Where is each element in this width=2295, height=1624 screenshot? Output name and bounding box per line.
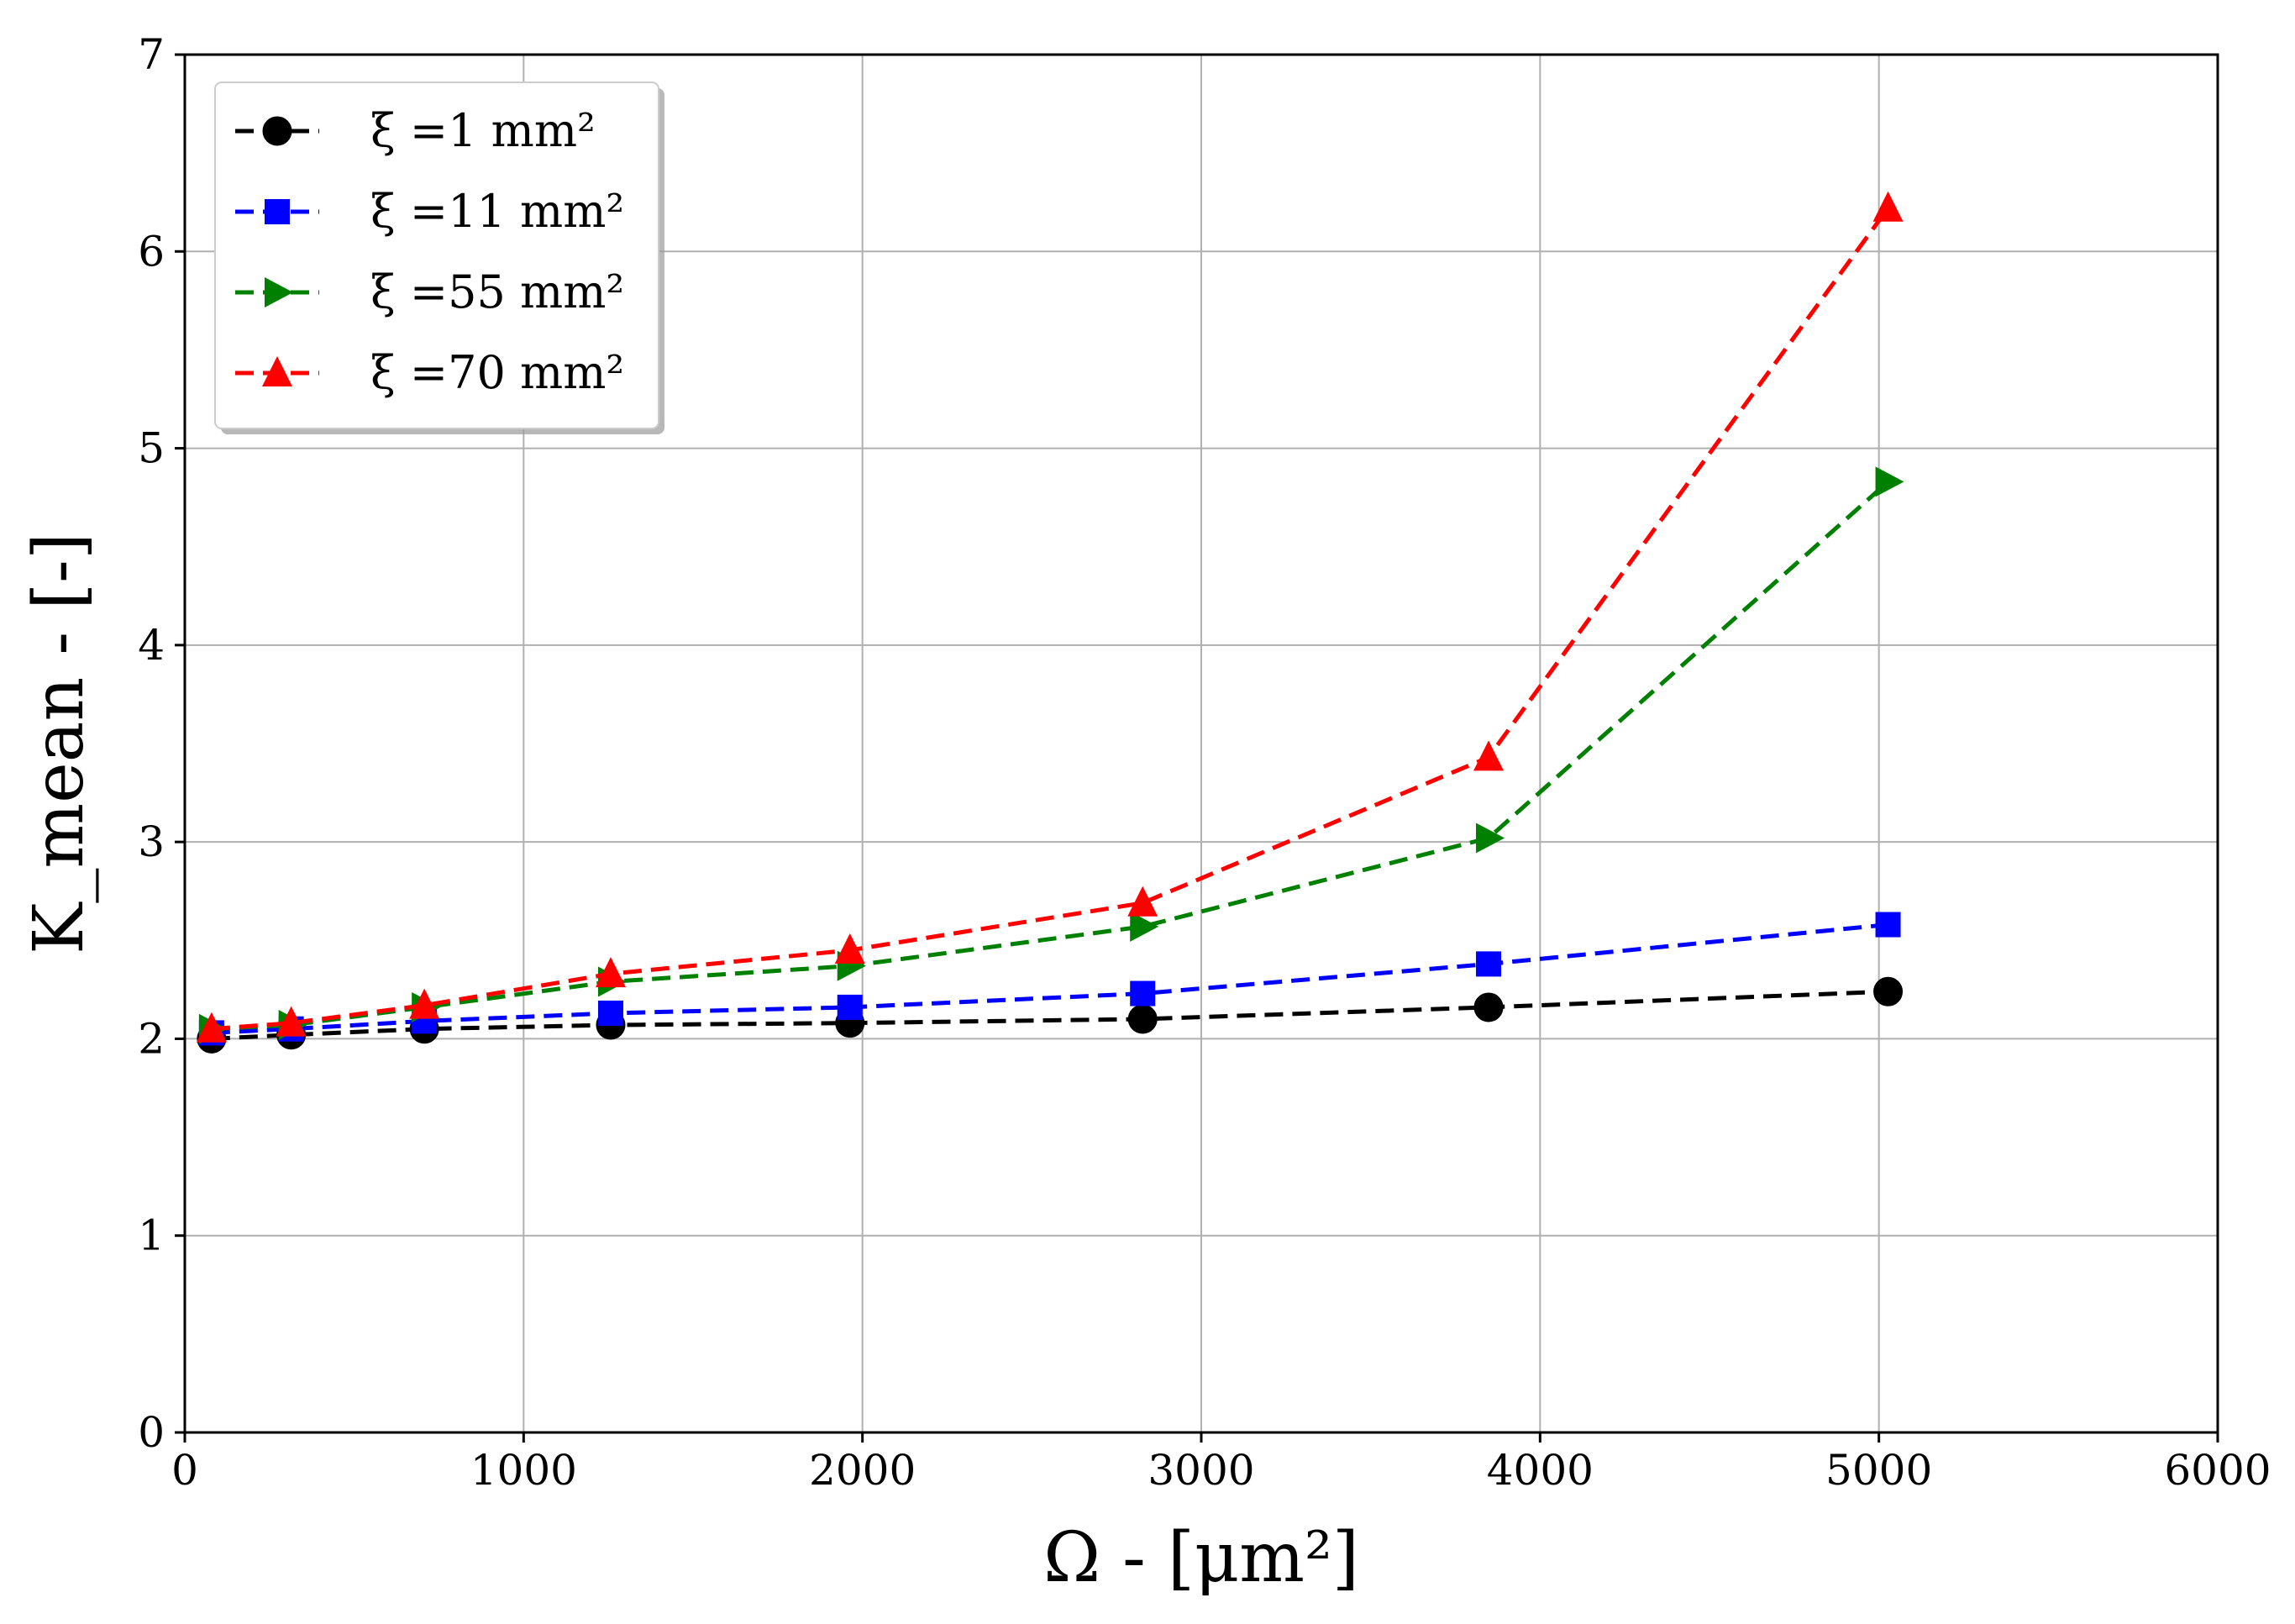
series-line: [211, 207, 1890, 1032]
data-point: [1130, 980, 1156, 1006]
series-2: [198, 912, 1901, 1046]
data-point: [1476, 823, 1505, 854]
series-line: [211, 922, 1888, 1035]
legend-marker: [265, 277, 293, 307]
data-point: [1130, 911, 1159, 942]
data-point: [1473, 740, 1505, 771]
x-tick-label: 6000: [2164, 1446, 2271, 1495]
legend-marker: [262, 116, 292, 146]
data-point: [276, 1006, 307, 1037]
legend: ξ =1 mm² ξ =11 mm² ξ =55 mm² ξ =70 mm²: [214, 81, 664, 434]
data-point: [1127, 886, 1158, 917]
x-tick-label: 1000: [470, 1446, 577, 1495]
series-3: [198, 466, 1904, 1044]
legend-label: ξ =11 mm²: [370, 185, 624, 238]
y-tick-label: 3: [138, 817, 165, 866]
legend-marker: [262, 356, 292, 386]
data-point: [1875, 912, 1901, 938]
data-point: [837, 994, 863, 1020]
data-point: [1127, 1004, 1158, 1034]
legend-label: ξ =70 mm²: [370, 346, 624, 399]
data-point: [1473, 992, 1504, 1022]
y-tick-label: 7: [138, 30, 165, 79]
data-point: [196, 1012, 227, 1043]
x-tick-label: 2000: [809, 1446, 916, 1495]
series-layer: [196, 191, 1904, 1054]
x-tick-label: 5000: [1825, 1446, 1932, 1495]
legend-marker: [265, 199, 290, 224]
y-tick-label: 6: [138, 227, 165, 276]
legend-label: ξ =55 mm²: [370, 265, 624, 318]
series-line: [211, 480, 1890, 1032]
data-point: [1873, 976, 1904, 1006]
tick-layer: 0 1000 2000 3000 4000 5000 6000 0 1 2 3 4 5 6 7: [138, 30, 2271, 1495]
series-line: [211, 989, 1888, 1041]
data-point: [834, 933, 865, 964]
x-axis-title: Ω - [μm²]: [1043, 1518, 1359, 1598]
legend-entry: ξ =1 mm²: [235, 104, 596, 157]
legend-box: [214, 81, 659, 429]
series-1: [197, 976, 1904, 1054]
data-point: [1476, 951, 1502, 977]
data-point: [1875, 466, 1904, 497]
legend-label: ξ =1 mm²: [370, 104, 596, 157]
data-point: [409, 988, 440, 1019]
data-point: [597, 1000, 623, 1026]
data-point: [595, 957, 626, 988]
y-tick-label: 4: [138, 621, 165, 670]
grid: [184, 54, 2219, 1433]
legend-entry: ξ =70 mm²: [235, 346, 624, 399]
x-tick-label: 0: [171, 1446, 198, 1495]
y-axis-title: K_mean - [-]: [19, 533, 99, 954]
y-tick-label: 1: [138, 1211, 165, 1260]
y-tick-label: 5: [138, 424, 165, 473]
legend-entry: ξ =11 mm²: [235, 185, 624, 238]
y-tick-label: 2: [138, 1014, 165, 1063]
series-4: [196, 191, 1904, 1043]
legend-entry: ξ =55 mm²: [235, 265, 624, 318]
y-tick-label: 0: [138, 1408, 165, 1457]
x-tick-label: 4000: [1487, 1446, 1594, 1495]
data-point: [1872, 191, 1904, 222]
x-tick-label: 3000: [1148, 1446, 1254, 1495]
